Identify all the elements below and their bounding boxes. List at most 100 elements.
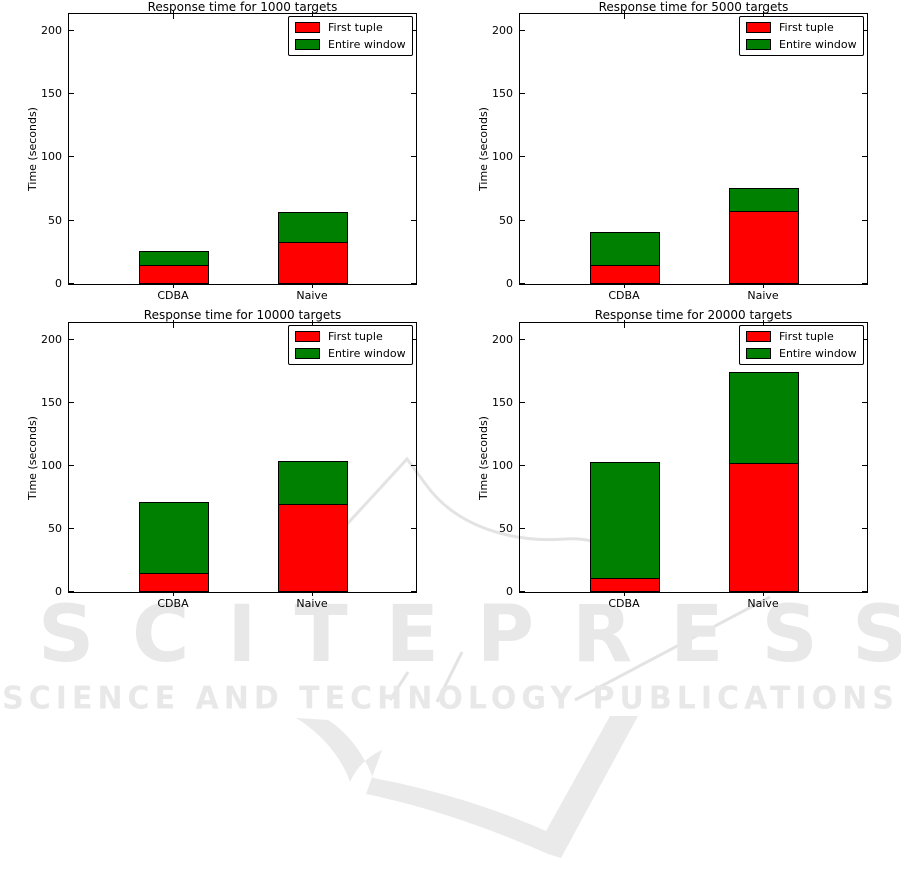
subplot-1000-targets: Response time for 1000 targets 0 50 100 150 2… — [0, 0, 450, 302]
watermark-slash-2 — [388, 671, 410, 701]
y-tick-right — [411, 30, 416, 31]
x-tick-label: Naive — [296, 289, 328, 302]
x-tick-top — [624, 11, 625, 19]
y-tick-left — [69, 339, 74, 340]
legend-entry: First tuple — [295, 21, 406, 34]
legend-entry: Entire window — [746, 347, 857, 360]
watermark-check-shape — [296, 716, 638, 858]
legend-entry: First tuple — [746, 21, 857, 34]
subplot-10000-targets: Response time for 10000 targets 0 50 100 150… — [0, 300, 450, 620]
y-tick-label: 200 — [41, 333, 62, 346]
y-tick-label: 0 — [506, 585, 513, 598]
x-tick-bottom — [312, 588, 313, 596]
y-tick-left — [520, 93, 525, 94]
y-tick-right — [862, 465, 867, 466]
legend-entry: Entire window — [295, 38, 406, 51]
y-tick-right — [411, 220, 416, 221]
y-tick-right — [862, 283, 867, 284]
legend-label: Entire window — [779, 38, 857, 51]
bar-cdba-first-tuple — [139, 573, 209, 592]
y-tick-right — [411, 93, 416, 94]
legend-label: Entire window — [779, 347, 857, 360]
y-tick-left — [520, 156, 525, 157]
legend: First tuple Entire window — [739, 325, 864, 365]
y-tick-right — [411, 283, 416, 284]
y-tick-right — [411, 402, 416, 403]
chart-title: Response time for 20000 targets — [594, 308, 793, 322]
bar-cdba-first-tuple — [590, 578, 660, 592]
x-tick-bottom — [763, 280, 764, 288]
x-tick-bottom — [763, 588, 764, 596]
y-tick-label: 100 — [492, 459, 513, 472]
y-tick-label: 150 — [41, 87, 62, 100]
x-tick-top — [312, 320, 313, 328]
bar-naive-first-tuple — [278, 242, 348, 284]
bar-cdba-entire-window — [590, 462, 660, 579]
y-tick-left — [69, 283, 74, 284]
y-tick-left — [69, 528, 74, 529]
y-tick-left — [69, 591, 74, 592]
y-tick-label: 100 — [41, 459, 62, 472]
x-tick-label: Naive — [296, 597, 328, 610]
legend-label: Entire window — [328, 38, 406, 51]
legend-label: First tuple — [779, 21, 834, 34]
y-tick-right — [862, 402, 867, 403]
y-tick-label: 100 — [492, 150, 513, 163]
legend-swatch-entire-window — [746, 348, 771, 359]
x-tick-top — [763, 320, 764, 328]
y-tick-left — [69, 465, 74, 466]
x-tick-bottom — [624, 588, 625, 596]
legend-swatch-first-tuple — [746, 331, 771, 342]
watermark-subtitle-text: SCIENCE AND TECHNOLOGY PUBLICATIONS — [2, 680, 899, 717]
x-tick-label: CDBA — [608, 597, 640, 610]
y-tick-left — [69, 402, 74, 403]
legend-entry: First tuple — [746, 330, 857, 343]
watermark-diagonal-line — [574, 595, 771, 702]
bar-cdba-first-tuple — [590, 265, 660, 284]
legend-entry: Entire window — [746, 38, 857, 51]
bar-naive-entire-window — [278, 212, 348, 243]
y-tick-right — [411, 465, 416, 466]
subplot-20000-targets: Response time for 20000 targets 0 50 100 150… — [451, 300, 901, 620]
y-tick-right — [862, 339, 867, 340]
y-tick-label: 50 — [499, 522, 513, 535]
bar-naive-entire-window — [729, 188, 799, 212]
legend: First tuple Entire window — [288, 325, 413, 365]
y-tick-right — [411, 339, 416, 340]
y-tick-label: 50 — [48, 522, 62, 535]
x-tick-top — [624, 320, 625, 328]
y-tick-left — [520, 528, 525, 529]
bar-cdba-first-tuple — [139, 265, 209, 284]
y-tick-label: 50 — [48, 214, 62, 227]
y-axis-label: Time (seconds) — [26, 107, 39, 191]
bar-cdba-entire-window — [590, 232, 660, 266]
watermark-logo-text: SCITEPRESS — [38, 590, 901, 680]
x-tick-label: CDBA — [608, 289, 640, 302]
y-tick-right — [411, 156, 416, 157]
legend: First tuple Entire window — [288, 16, 413, 56]
legend-swatch-entire-window — [295, 39, 320, 50]
y-tick-left — [520, 591, 525, 592]
subplot-5000-targets: Response time for 5000 targets 0 50 100 150 2… — [451, 0, 901, 302]
y-tick-label: 0 — [506, 277, 513, 290]
x-tick-bottom — [173, 280, 174, 288]
legend-label: First tuple — [328, 21, 383, 34]
plot-area — [68, 11, 417, 288]
legend-label: First tuple — [328, 330, 383, 343]
y-tick-left — [520, 402, 525, 403]
x-tick-label: Naive — [747, 597, 779, 610]
y-tick-right — [411, 528, 416, 529]
y-tick-label: 200 — [492, 24, 513, 37]
y-tick-label: 0 — [55, 585, 62, 598]
y-tick-left — [69, 156, 74, 157]
chart-title: Response time for 10000 targets — [143, 308, 342, 322]
y-tick-right — [862, 528, 867, 529]
chart-title: Response time for 5000 targets — [598, 0, 789, 14]
plot-area — [68, 320, 417, 596]
y-tick-label: 150 — [41, 396, 62, 409]
plot-area — [519, 320, 868, 596]
y-tick-left — [69, 30, 74, 31]
legend-entry: First tuple — [295, 330, 406, 343]
